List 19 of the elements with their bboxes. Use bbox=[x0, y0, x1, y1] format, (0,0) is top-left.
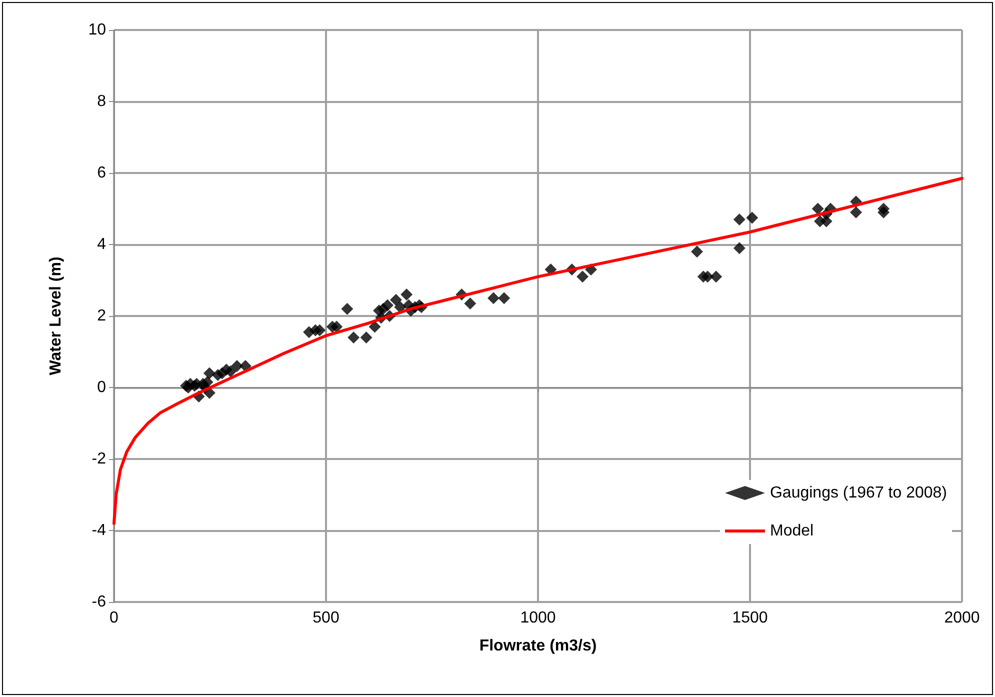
y-tick-label: 4 bbox=[97, 236, 106, 253]
x-tick-label: 0 bbox=[110, 610, 119, 626]
line-series bbox=[112, 176, 964, 525]
y-tick-label: -4 bbox=[92, 522, 106, 539]
x-tick-label: 2000 bbox=[944, 610, 980, 626]
legend-label: Model bbox=[770, 522, 814, 540]
legend-label: Gaugings (1967 to 2008) bbox=[770, 484, 947, 502]
y-tick-label: 0 bbox=[97, 379, 106, 396]
x-tick-label: 500 bbox=[312, 610, 340, 626]
x-tick-label: 1500 bbox=[732, 610, 768, 626]
x-tick-label: 1000 bbox=[520, 610, 556, 626]
y-tick-label: 6 bbox=[97, 164, 106, 182]
x-axis-title: Flowrate (m3/s) bbox=[479, 638, 597, 654]
y-tick-label: 10 bbox=[88, 22, 106, 38]
y-tick-label: -6 bbox=[92, 594, 106, 610]
y-tick-label: 8 bbox=[97, 93, 106, 110]
y-tick-label: 2 bbox=[97, 308, 106, 324]
y-axis-title: Water Level (m) bbox=[48, 256, 64, 376]
y-tick-label: -2 bbox=[92, 450, 106, 468]
